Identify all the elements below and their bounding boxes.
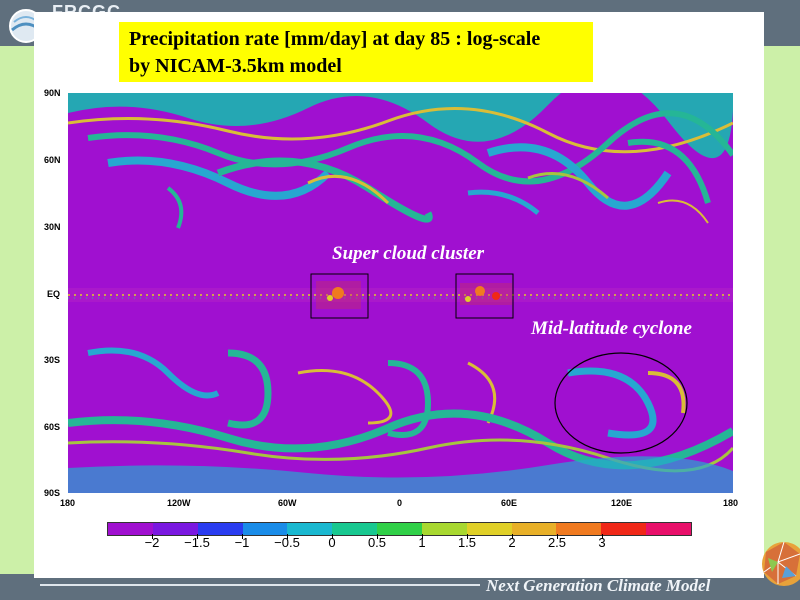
colorbar-tick-label: −1 [234,535,250,550]
lon-label-120w: 120W [167,498,191,508]
colorbar-tick-label: 0.5 [367,535,387,550]
colorbar-tick-mark [377,534,378,539]
colorbar-segment [421,523,467,535]
colorbar-segment [108,523,153,535]
colorbar-segment [152,523,198,535]
lat-label-90s: 90S [44,488,61,498]
mid-latitude-cyclone-label: Mid-latitude cyclone [531,318,692,339]
colorbar-segment [646,523,691,535]
precipitation-map [68,93,733,493]
lon-label-120e: 120E [611,498,633,508]
colorbar-tick-label: 0 [328,535,336,550]
globe-icon [762,541,800,586]
lon-label-180e: 180 [723,498,739,508]
lon-label-0: 0 [397,498,403,508]
lat-label-90n: 90N [44,88,61,98]
colorbar-tick-label: 1.5 [457,535,477,550]
colorbar-tick-mark [152,534,153,539]
colorbar-tick-label: 2.5 [547,535,567,550]
precipitation-map-image [68,93,733,493]
footer-divider [40,584,480,586]
colorbar-tick-mark [242,534,243,539]
left-accent-panel [0,46,34,574]
colorbar-segment [556,523,602,535]
lon-label-60w: 60W [278,498,297,508]
lat-label-eq: EQ [47,289,61,299]
footer-text: Next Generation Climate Model [486,576,711,595]
super-cloud-cluster-label: Super cloud cluster [332,243,485,264]
colorbar-segment [242,523,288,535]
colorbar-tick-mark [557,534,558,539]
colorbar-tick-mark [422,534,423,539]
title-line-1: Precipitation rate [mm/day] at day 85 : … [129,28,541,50]
colorbar-segment [511,523,557,535]
cyclone-ellipse [554,352,688,454]
colorbar-tick-label: 3 [598,535,606,550]
cloud-cluster-box-1 [310,273,369,319]
cloud-cluster-box-2 [455,273,514,319]
colorbar-tick-label: 2 [508,535,516,550]
colorbar-tick-mark [512,534,513,539]
lon-label-180w: 180 [60,498,76,508]
lat-label-30s: 30S [44,355,61,365]
colorbar-segment [466,523,512,535]
colorbar-segment [197,523,243,535]
colorbar [107,522,692,536]
lon-label-60e: 60E [501,498,518,508]
colorbar-tick-mark [602,534,603,539]
lat-label-30n: 30N [44,222,61,232]
right-accent-panel [764,46,800,574]
colorbar-tick-label: 1 [418,535,426,550]
title-line-2: by NICAM-3.5km model [129,55,342,77]
colorbar-tick-label: −2 [144,535,160,550]
footer-band [0,574,800,600]
colorbar-tick-mark [287,534,288,539]
colorbar-segment [377,523,422,535]
colorbar-tick-mark [197,534,198,539]
colorbar-segment [287,523,333,535]
colorbar-tick-mark [467,534,468,539]
colorbar-tick-label: −1.5 [184,535,210,550]
colorbar-segment [601,523,647,535]
lat-label-60n: 60N [44,155,61,165]
slide-title: Precipitation rate [mm/day] at day 85 : … [119,22,593,82]
colorbar-tick-mark [332,534,333,539]
colorbar-tick-label: −0.5 [274,535,300,550]
lat-label-60s: 60S [44,422,61,432]
colorbar-segment [332,523,378,535]
